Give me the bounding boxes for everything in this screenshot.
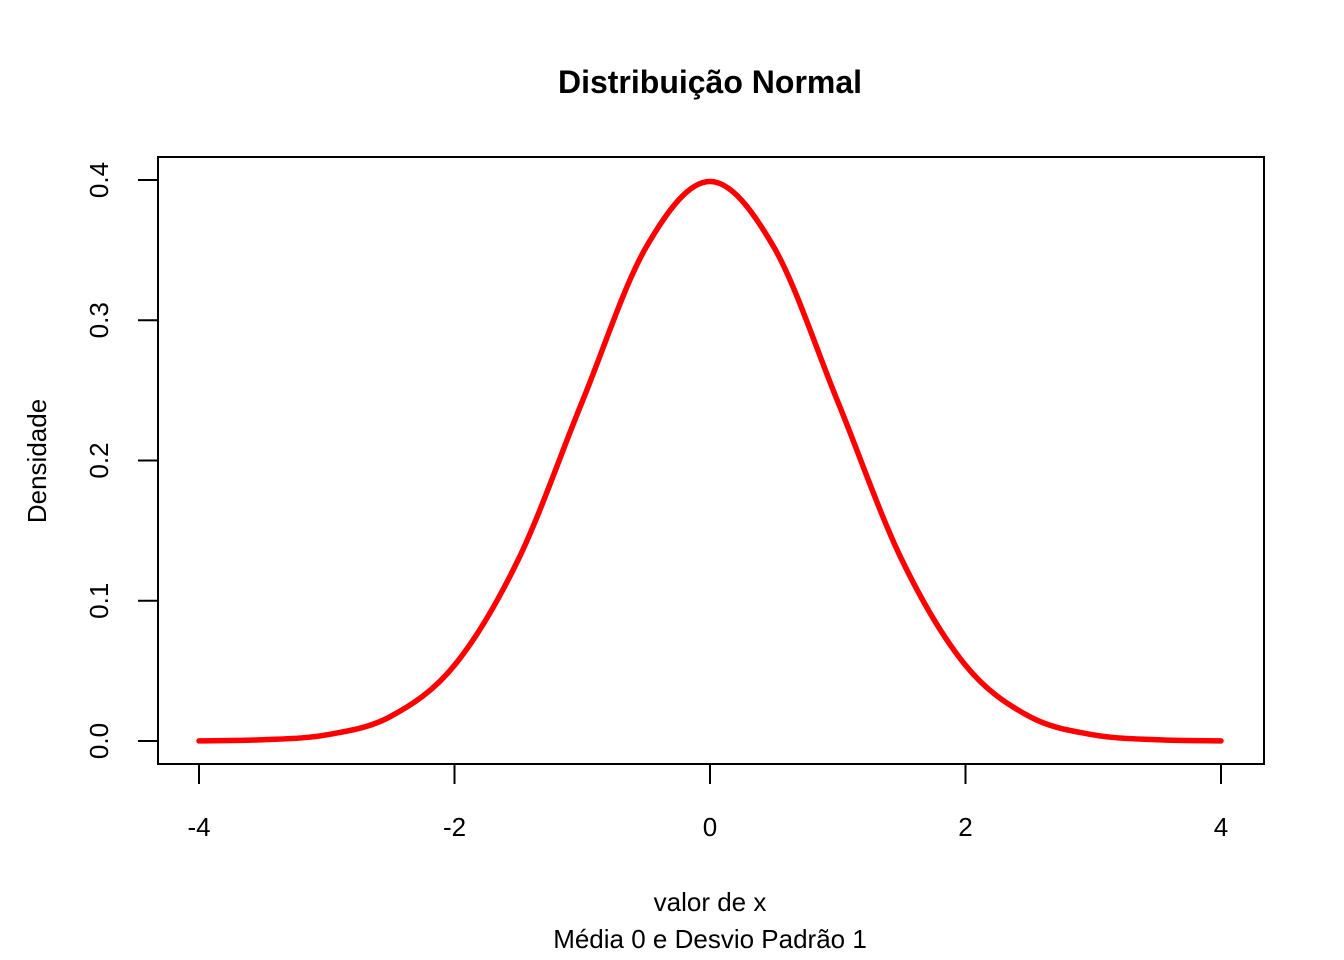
x-tick-label: -2 (443, 812, 466, 842)
y-tick-label: 0.2 (84, 442, 114, 478)
chart-title: Distribuição Normal (558, 64, 862, 100)
series-layer (196, 178, 1224, 744)
y-tick-label: 0.1 (84, 583, 114, 619)
x-tick-label: 0 (703, 812, 717, 842)
x-tick-label: 4 (1214, 812, 1228, 842)
x-axis-subtitle: Média 0 e Desvio Padrão 1 (553, 924, 867, 954)
y-tick-label: 0.3 (84, 302, 114, 338)
x-axis: -4 -2 0 2 4 (187, 763, 1228, 842)
density-curve (196, 178, 1224, 744)
y-tick-label: 0.4 (84, 162, 114, 198)
x-tick-label: -4 (187, 812, 210, 842)
y-axis-label: Densidade (22, 399, 52, 523)
plot-frame (157, 156, 1265, 765)
x-axis-label: valor de x (654, 887, 767, 917)
y-tick-label: 0.0 (84, 723, 114, 759)
y-axis: 0.0 0.1 0.2 0.3 0.4 (84, 162, 159, 759)
x-tick-label: 2 (958, 812, 972, 842)
